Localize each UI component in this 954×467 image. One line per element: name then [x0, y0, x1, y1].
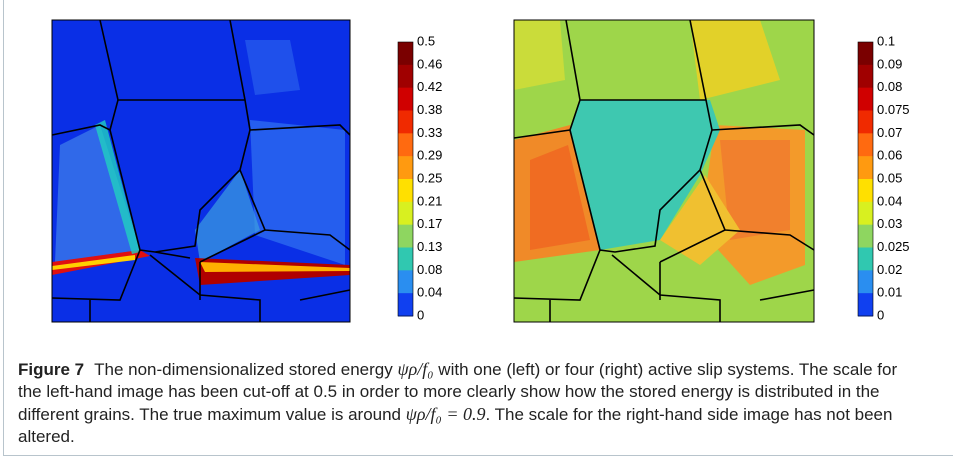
colorbar-label: 0.09	[877, 56, 902, 71]
colorbar-segment	[858, 133, 873, 157]
figure-frame	[3, 0, 953, 456]
colorbar-segment	[398, 179, 413, 203]
colorbar-segment	[398, 110, 413, 134]
colorbar-segment	[398, 293, 413, 317]
colorbar-segment	[398, 87, 413, 111]
left-heatmap	[51, 19, 351, 323]
colorbar-label: 0.25	[417, 170, 442, 185]
colorbar-label: 0	[417, 307, 424, 322]
colorbar-segment	[858, 224, 873, 248]
colorbar-segment	[398, 42, 413, 66]
colorbar-label: 0.46	[417, 56, 442, 71]
colorbar-label: 0.06	[877, 148, 902, 163]
colorbar-label: 0.02	[877, 262, 902, 277]
colorbar-label: 0.33	[417, 125, 442, 140]
colorbar-segment	[398, 224, 413, 248]
colorbar-segment	[858, 247, 873, 271]
colorbar-border	[397, 41, 414, 317]
colorbar-label: 0.42	[417, 79, 442, 94]
colorbar-label: 0.13	[417, 239, 442, 254]
caption-text: . The scale for the right-hand side imag…	[18, 405, 893, 446]
colorbar-border	[857, 41, 874, 317]
colorbar-label: 0.5	[417, 33, 435, 48]
colorbar-segment	[858, 42, 873, 66]
colorbars: 0.5 0.46 0.42 0.38 0.33 0.29 0.25 0.21 0.17 0.13 0…	[397, 33, 910, 322]
caption-label: Figure 7	[18, 360, 85, 379]
colorbar-label: 0.05	[877, 170, 902, 185]
caption-math: ψρ/f₀ = 0.9	[405, 404, 486, 424]
colorbar-segment	[858, 293, 873, 317]
caption-math: ψρ/f₀	[397, 359, 434, 379]
caption-text: The non-dimensionalized stored energy	[94, 360, 398, 379]
colorbar-label: 0.025	[877, 239, 910, 254]
colorbar-label: 0.08	[417, 262, 442, 277]
colorbar-segment	[858, 87, 873, 111]
colorbar-segment	[398, 156, 413, 180]
colorbar-segment	[398, 270, 413, 294]
figure-caption: Figure 7 The non-dimensionalized stored e…	[18, 358, 898, 448]
colorbar-segment	[858, 270, 873, 294]
colorbar-segment	[398, 247, 413, 271]
colorbar-label: 0.29	[417, 148, 442, 163]
colorbar-label: 0.075	[877, 102, 910, 117]
colorbar-label: 0.01	[877, 285, 902, 300]
colorbar-segment	[858, 64, 873, 89]
colorbar-label: 0.21	[417, 193, 442, 208]
colorbar-segment	[398, 201, 413, 226]
right-heatmap	[513, 19, 815, 323]
colorbar-label: 0.1	[877, 33, 895, 48]
colorbar-label: 0.07	[877, 125, 902, 140]
colorbar-segment	[858, 156, 873, 180]
caption-text: with one (left) or four (right) active s…	[18, 360, 898, 424]
figure-images: 0.5 0.46 0.42 0.38 0.33 0.29 0.25 0.21 0.17 0.13 0…	[51, 19, 910, 323]
colorbar-segment	[398, 133, 413, 157]
colorbar-label: 0.08	[877, 79, 902, 94]
colorbar-label: 0.04	[877, 193, 902, 208]
colorbar-label: 0.38	[417, 102, 442, 117]
colorbar-label: 0.17	[417, 216, 442, 231]
colorbar-label: 0	[877, 307, 884, 322]
colorbar-segment	[398, 64, 413, 89]
colorbar-label: 0.03	[877, 216, 902, 231]
colorbar-segment	[858, 110, 873, 134]
colorbar-segment	[858, 201, 873, 226]
colorbar-segment	[858, 179, 873, 203]
colorbar-label: 0.04	[417, 285, 442, 300]
